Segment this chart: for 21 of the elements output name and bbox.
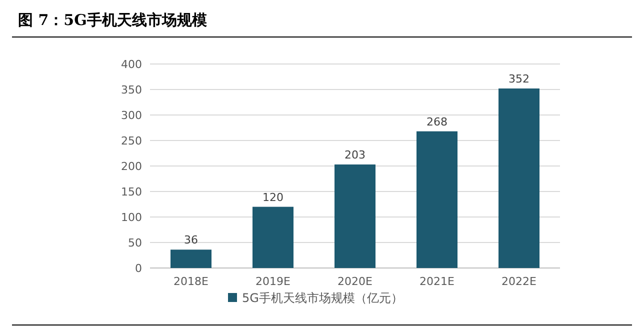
legend-label: 5G手机天线市场规模（亿元） (242, 291, 403, 305)
x-tick-label: 2022E (502, 275, 537, 288)
y-tick-label: 200 (121, 160, 142, 173)
y-tick-label: 100 (121, 211, 142, 224)
x-tick-label: 2020E (338, 275, 373, 288)
x-tick-label: 2019E (256, 275, 291, 288)
y-tick-label: 400 (121, 58, 142, 71)
x-tick-label: 2021E (420, 275, 455, 288)
data-label: 120 (262, 190, 284, 204)
data-label: 352 (508, 72, 530, 86)
title: 图 7：5G手机天线市场规模 (18, 11, 207, 29)
data-label: 268 (426, 115, 448, 128)
data-label: 203 (344, 148, 366, 162)
y-tick-label: 50 (128, 236, 142, 250)
y-tick-label: 0 (135, 262, 142, 275)
x-tick-label: 2018E (174, 275, 209, 288)
y-tick-label: 250 (121, 134, 142, 148)
data-label: 36 (184, 234, 198, 247)
y-tick-label: 350 (121, 84, 142, 96)
y-tick-label: 300 (121, 109, 142, 122)
y-tick-label: 150 (121, 186, 142, 198)
